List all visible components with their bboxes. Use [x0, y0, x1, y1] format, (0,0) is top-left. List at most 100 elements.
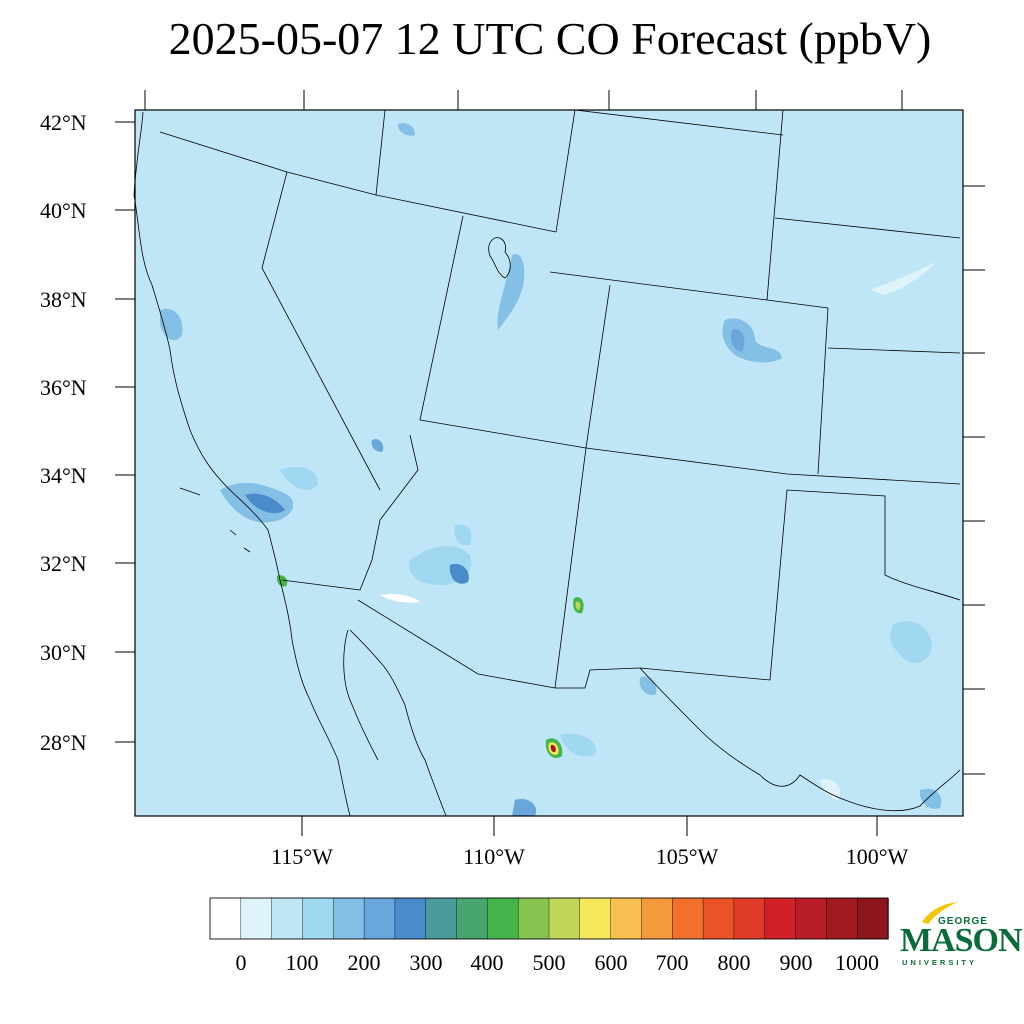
plume-chihuahua-fire-core: [550, 744, 556, 753]
colorbar-frame: [209, 897, 889, 940]
plume-mexico-east: [560, 733, 596, 757]
wyoming-eastern-border: [766, 109, 784, 301]
boundaries: [133, 109, 961, 817]
plume-south-texas: [919, 788, 942, 809]
utah-nevada-border: [419, 215, 464, 421]
us-mexico-border-ca: [281, 579, 361, 591]
co-plumes: [160, 123, 942, 816]
colorado-eastern-border: [817, 307, 829, 475]
nebraska-border: [827, 347, 961, 354]
gulf-of-california-east: [349, 629, 447, 817]
idaho-wyoming-border: [555, 109, 576, 233]
map-title: 2025-05-07 12 UTC CO Forecast (ppbV): [168, 13, 932, 64]
colorbar-swatch: [702, 897, 735, 940]
lat-label-38: 38°N: [40, 287, 87, 312]
plume-salt-lake: [497, 254, 525, 330]
montana-wyoming-border: [574, 109, 784, 136]
clean-air-white-2: [820, 779, 841, 800]
colorbar-swatch: [240, 897, 273, 940]
colorbar-swatch: [363, 897, 396, 940]
colorado-river: [359, 434, 419, 591]
colorbar-swatch: [856, 897, 889, 940]
utah-colorado-border: [585, 284, 611, 449]
plume-idaho: [397, 123, 415, 136]
latitude-labels: 42°N 40°N 38°N 36°N 34°N 32°N 30°N 28°N: [40, 110, 87, 755]
great-salt-lake: [488, 237, 511, 279]
colorbar-swatch: [795, 897, 828, 940]
plume-inland-empire: [280, 466, 319, 490]
nebraska-sd-border: [774, 217, 961, 239]
colorbar-swatch: [456, 897, 489, 940]
plume-ne-colorado: [870, 262, 935, 295]
oregon-northern-border: [159, 131, 557, 233]
colorbar-swatch: [302, 897, 334, 940]
colorbar-swatch: [764, 897, 797, 940]
colorbar-label-200: 200: [348, 950, 381, 975]
colorbar-label-700: 700: [656, 950, 689, 975]
lat-label-28: 28°N: [40, 730, 87, 755]
lat-label-30: 30°N: [40, 640, 87, 665]
bottom-ticks: [301, 816, 878, 836]
right-ticks: [963, 185, 985, 775]
plume-kansas: [890, 621, 932, 663]
channel-islands: [179, 487, 251, 553]
colorbar-swatch: [610, 897, 643, 940]
plume-las-vegas: [371, 439, 384, 452]
baja-east: [343, 629, 379, 761]
colorbar-label-800: 800: [718, 950, 751, 975]
swoosh-icon: [922, 902, 958, 924]
colorbar-label-1000: 1000: [835, 950, 879, 975]
lon-label-115: 115°W: [271, 844, 333, 869]
plume-la-core: [245, 493, 285, 514]
oklahoma-panhandle: [786, 489, 961, 601]
four-corners-line: [419, 419, 961, 485]
colorbar-swatch: [548, 897, 581, 940]
colorbar-swatch: [826, 897, 858, 940]
clean-air-white-1: [380, 593, 420, 603]
lon-label-110: 110°W: [463, 844, 525, 869]
colorbar-swatch: [487, 897, 519, 940]
arizona-nm-border: [554, 447, 587, 689]
colorbar-label-300: 300: [410, 950, 443, 975]
map-frame: [134, 109, 964, 817]
lat-label-32: 32°N: [40, 551, 87, 576]
colorbar-swatch: [672, 897, 704, 940]
colorbar-swatch: [733, 897, 766, 940]
plume-denver: [722, 318, 782, 363]
lon-label-100: 100°W: [846, 844, 909, 869]
nm-tx-border: [639, 489, 788, 681]
idaho-nevada-border: [375, 109, 386, 196]
logo-university: UNIVERSITY: [902, 958, 978, 967]
colorbar-swatch: [641, 897, 673, 940]
lon-label-105: 105°W: [656, 844, 719, 869]
lat-label-34: 34°N: [40, 463, 87, 488]
colorbar-label-0: 0: [236, 950, 247, 975]
colorbar-label-900: 900: [780, 950, 813, 975]
lat-label-40: 40°N: [40, 198, 87, 223]
nevada-california-border: [261, 171, 381, 491]
colorbar-label-500: 500: [533, 950, 566, 975]
colorbar: [209, 897, 889, 940]
plume-southern-mexico: [512, 799, 537, 816]
colorbar-label-600: 600: [595, 950, 628, 975]
colorbar-labels: 0 100 200 300 400 500 600 700 800 900 10…: [236, 950, 880, 975]
us-mexico-border-az: [357, 599, 641, 689]
map-background: [135, 110, 963, 816]
rio-grande: [639, 667, 961, 812]
colorbar-label-100: 100: [286, 950, 319, 975]
colorbar-swatch: [271, 897, 304, 940]
colorbar-swatch: [333, 897, 365, 940]
colorbar-swatch: [394, 897, 427, 940]
colorbar-swatch: [425, 897, 458, 940]
colorbar-swatch: [579, 897, 612, 940]
logo-george: GEORGE: [938, 916, 988, 927]
plume-phoenix-core: [449, 563, 469, 584]
gmu-logo: GEORGE MASON UNIVERSITY: [898, 902, 1023, 968]
colorbar-swatch: [517, 897, 550, 940]
plume-tucson: [454, 524, 472, 546]
plume-denver-core: [730, 329, 745, 352]
lat-label-36: 36°N: [40, 375, 87, 400]
longitude-labels: 115°W 110°W 105°W 100°W: [271, 844, 908, 869]
lat-label-42: 42°N: [40, 110, 87, 135]
